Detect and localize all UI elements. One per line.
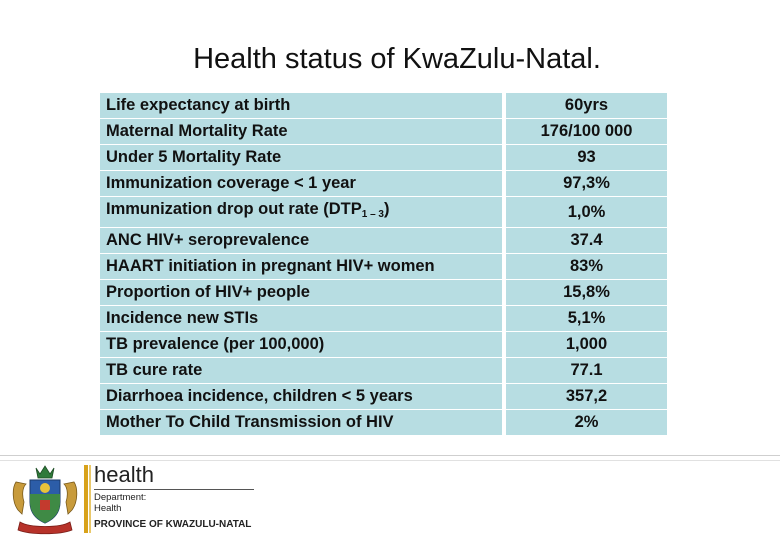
- table-row: Mother To Child Transmission of HIV 2%: [100, 409, 667, 436]
- accent-bar: [84, 465, 88, 533]
- department-name: Health: [94, 502, 122, 514]
- row-label: Under 5 Mortality Rate: [100, 144, 502, 171]
- row-label: Life expectancy at birth: [100, 93, 502, 119]
- department-label: Department: Health: [94, 492, 147, 514]
- column-gap: [502, 93, 506, 119]
- column-gap: [502, 144, 506, 171]
- accent-bar-secondary: [89, 465, 91, 533]
- column-gap: [502, 227, 506, 254]
- row-value: 2%: [506, 409, 667, 436]
- row-label-subscript: 1 – 3: [361, 209, 384, 220]
- logo-wordmark: health: [94, 462, 154, 487]
- row-value: 357,2: [506, 383, 667, 410]
- table-row: Diarrhoea incidence, children < 5 years …: [100, 383, 667, 410]
- row-label-text: Immunization drop out rate (DTP: [106, 200, 362, 218]
- footer-divider: [0, 455, 780, 456]
- column-gap: [502, 118, 506, 145]
- column-gap: [502, 331, 506, 358]
- table-row: Immunization coverage < 1 year 97,3%: [100, 170, 667, 197]
- row-label: Diarrhoea incidence, children < 5 years: [100, 383, 502, 410]
- row-value: 97,3%: [506, 170, 667, 197]
- row-value: 1,0%: [506, 196, 667, 228]
- column-gap: [502, 305, 506, 332]
- row-value: 176/100 000: [506, 118, 667, 145]
- health-status-table: Life expectancy at birth 60yrs Maternal …: [100, 93, 667, 436]
- table-row: TB prevalence (per 100,000) 1,000: [100, 331, 667, 358]
- table-row: Maternal Mortality Rate 176/100 000: [100, 118, 667, 145]
- table-row: TB cure rate 77.1: [100, 357, 667, 384]
- column-gap: [502, 170, 506, 197]
- table-row: ANC HIV+ seroprevalence 37.4: [100, 227, 667, 254]
- column-gap: [502, 383, 506, 410]
- row-value: 5,1%: [506, 305, 667, 332]
- row-value: 60yrs: [506, 93, 667, 119]
- row-label: ANC HIV+ seroprevalence: [100, 227, 502, 254]
- column-gap: [502, 409, 506, 436]
- table-row: Immunization drop out rate (DTP1 – 3) 1,…: [100, 196, 667, 228]
- logo-divider: [94, 489, 254, 490]
- row-label: Proportion of HIV+ people: [100, 279, 502, 306]
- table-row: Proportion of HIV+ people 15,8%: [100, 279, 667, 306]
- column-gap: [502, 196, 506, 228]
- row-value: 37.4: [506, 227, 667, 254]
- row-label: Maternal Mortality Rate: [100, 118, 502, 145]
- column-gap: [502, 253, 506, 280]
- row-value: 15,8%: [506, 279, 667, 306]
- coat-of-arms-icon: [12, 465, 78, 535]
- table-row: Life expectancy at birth 60yrs: [100, 93, 667, 119]
- row-label: TB prevalence (per 100,000): [100, 331, 502, 358]
- row-label: Immunization coverage < 1 year: [100, 170, 502, 197]
- row-label: Immunization drop out rate (DTP1 – 3): [100, 196, 502, 228]
- row-value: 1,000: [506, 331, 667, 358]
- row-label: Incidence new STIs: [100, 305, 502, 332]
- page-title: Health status of KwaZulu-Natal.: [193, 43, 601, 75]
- row-value: 77.1: [506, 357, 667, 384]
- row-label-close: ): [384, 200, 390, 218]
- row-value: 93: [506, 144, 667, 171]
- table-row: HAART initiation in pregnant HIV+ women …: [100, 253, 667, 280]
- row-value: 83%: [506, 253, 667, 280]
- column-gap: [502, 279, 506, 306]
- column-gap: [502, 357, 506, 384]
- row-label: Mother To Child Transmission of HIV: [100, 409, 502, 436]
- row-label: TB cure rate: [100, 357, 502, 384]
- table-row: Incidence new STIs 5,1%: [100, 305, 667, 332]
- department-line: Department:: [94, 492, 147, 503]
- province-label: PROVINCE OF KWAZULU-NATAL: [94, 519, 252, 530]
- table-row: Under 5 Mortality Rate 93: [100, 144, 667, 171]
- footer-divider-secondary: [0, 460, 780, 461]
- row-label: HAART initiation in pregnant HIV+ women: [100, 253, 502, 280]
